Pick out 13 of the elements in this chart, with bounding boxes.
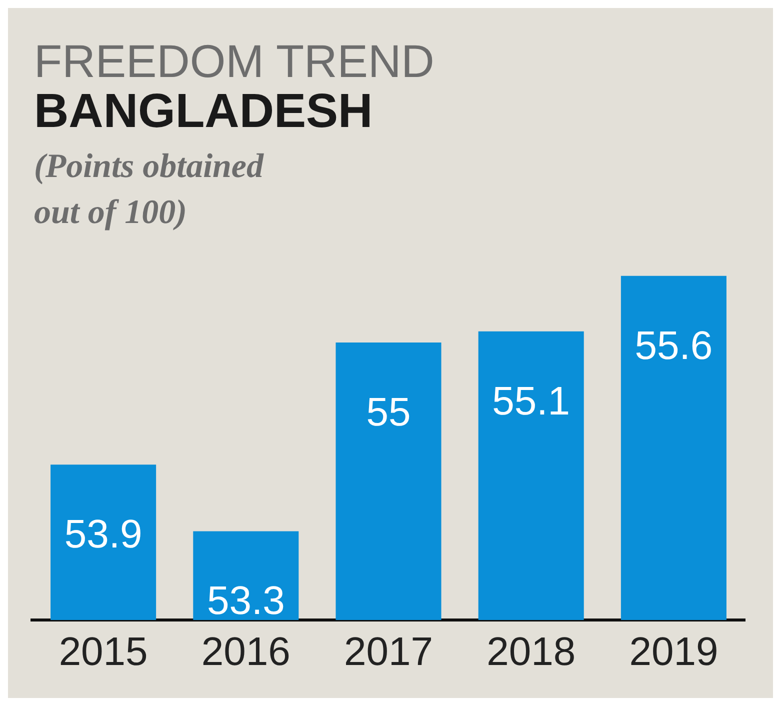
data-label: 53.3 bbox=[206, 579, 285, 624]
x-tick-label: 2018 bbox=[486, 630, 576, 674]
data-label: 55.6 bbox=[634, 324, 713, 368]
x-tick-label: 2016 bbox=[201, 630, 290, 674]
x-tick-label: 2015 bbox=[58, 630, 148, 674]
data-label: 55.1 bbox=[492, 379, 570, 424]
text: (Points obtained out of 100) bbox=[34, 147, 265, 233]
x-tick-label: 2017 bbox=[344, 630, 433, 674]
chart-subtitle: BANGLADESH bbox=[34, 85, 374, 138]
data-label: 55 bbox=[366, 390, 411, 435]
data-label: 53.9 bbox=[64, 512, 142, 557]
x-tick-label: 2019 bbox=[629, 630, 718, 674]
chart-title: FREEDOM TREND bbox=[34, 35, 434, 87]
